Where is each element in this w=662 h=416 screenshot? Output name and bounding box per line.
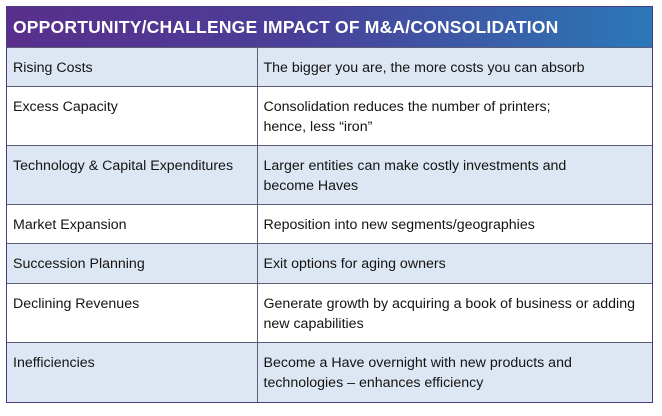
- impact-line: Consolidation reduces the number of prin…: [263, 99, 551, 116]
- ma-table-container: OPPORTUNITY/CHALLENGE IMPACT OF M&A/CONS…: [6, 6, 653, 403]
- impact-line: The bigger you are, the more costs you c…: [263, 60, 585, 76]
- table-row: Rising Costs The bigger you are, the mor…: [7, 46, 652, 87]
- challenge-cell: Market Expansion: [7, 204, 258, 244]
- table-header: OPPORTUNITY/CHALLENGE IMPACT OF M&A/CONS…: [7, 7, 652, 48]
- challenge-cell: Technology & Capital Expenditures: [7, 144, 258, 205]
- table-row: Market Expansion Reposition into new seg…: [7, 204, 652, 244]
- challenge-cell: Rising Costs: [7, 46, 258, 87]
- impact-line: Reposition into new segments/geographies: [263, 217, 535, 234]
- table-row: Technology & Capital Expenditures Larger…: [7, 144, 652, 205]
- table-row: Excess Capacity Consolidation reduces th…: [7, 86, 652, 146]
- header-opportunity-challenge: OPPORTUNITY/CHALLENGE: [13, 16, 258, 37]
- impact-line: technologies – enhances efficiency: [263, 375, 484, 392]
- table-row: Inefficiencies Become a Have overnight w…: [7, 342, 652, 402]
- impact-line: Generate growth by acquiring a book of b…: [263, 295, 635, 312]
- impact-line: Larger entities can make costly investme…: [263, 157, 567, 174]
- impact-cell: Larger entities can make costly investme…: [257, 144, 652, 205]
- header-impact: IMPACT OF M&A/CONSOLIDATION: [263, 16, 559, 37]
- challenge-cell: Declining Revenues: [7, 282, 258, 343]
- impact-line: new capabilities: [263, 315, 364, 332]
- impact-line: hence, less “iron”: [263, 119, 373, 136]
- impact-line: Exit options for aging owners: [263, 256, 446, 273]
- impact-line: become Haves: [263, 177, 359, 194]
- impact-cell: Reposition into new segments/geographies: [257, 204, 652, 244]
- challenge-cell: Succession Planning: [7, 243, 258, 284]
- impact-cell: Consolidation reduces the number of prin…: [257, 86, 652, 146]
- challenge-cell: Inefficiencies: [7, 342, 258, 402]
- impact-cell: Become a Have overnight with new product…: [257, 342, 652, 402]
- impact-line: Become a Have overnight with new product…: [263, 355, 572, 372]
- impact-cell: Generate growth by acquiring a book of b…: [257, 282, 652, 343]
- header-row: OPPORTUNITY/CHALLENGE IMPACT OF M&A/CONS…: [7, 7, 652, 48]
- table-row: Succession Planning Exit options for agi…: [7, 243, 652, 284]
- challenge-cell: Excess Capacity: [7, 86, 258, 146]
- impact-cell: The bigger you are, the more costs you c…: [257, 46, 652, 87]
- ma-impact-table: OPPORTUNITY/CHALLENGE IMPACT OF M&A/CONS…: [7, 7, 652, 402]
- impact-cell: Exit options for aging owners: [257, 243, 652, 284]
- table-body: Rising Costs The bigger you are, the mor…: [7, 46, 652, 402]
- table-row: Declining Revenues Generate growth by ac…: [7, 282, 652, 343]
